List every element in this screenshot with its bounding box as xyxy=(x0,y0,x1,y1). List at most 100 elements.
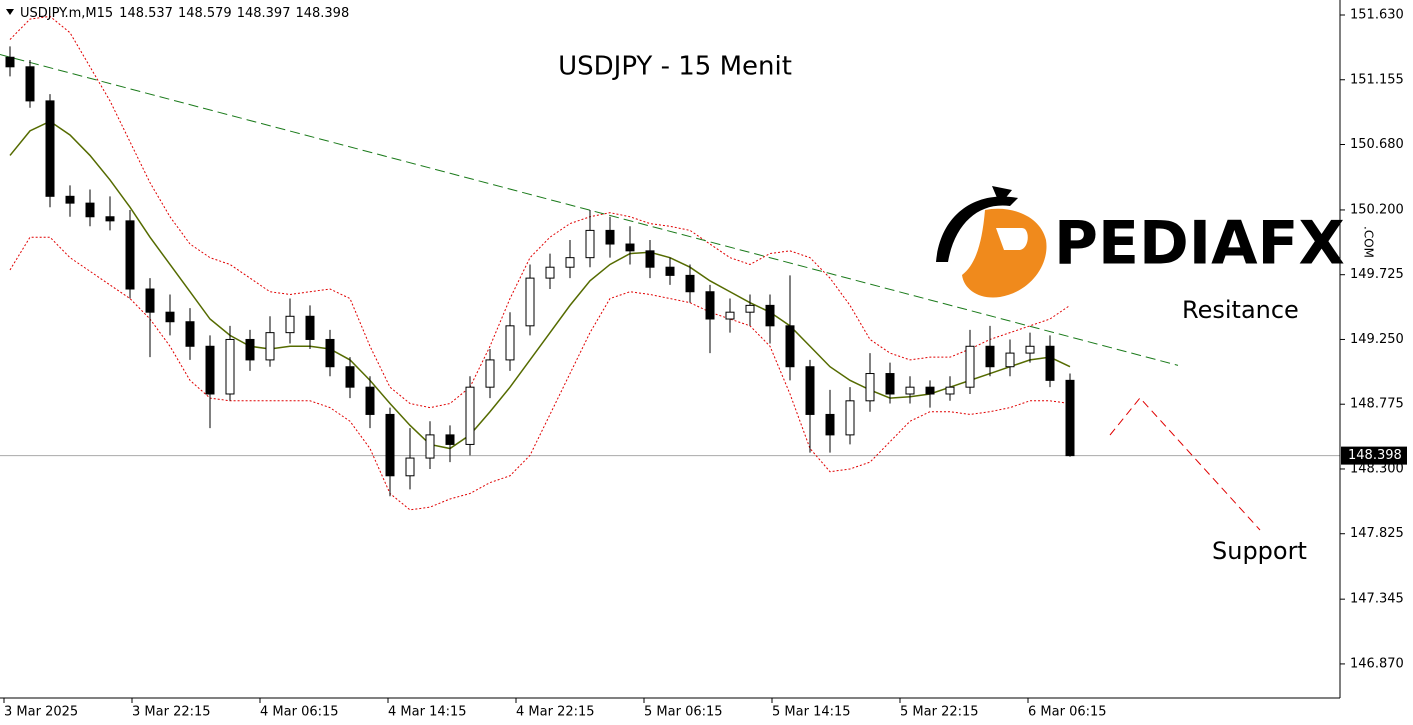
candle-body xyxy=(285,315,295,334)
candle-body xyxy=(665,266,675,276)
logo-mark-inner xyxy=(996,228,1028,250)
menu-arrow[interactable] xyxy=(6,9,14,15)
y-tick-label: 151.155 xyxy=(1350,72,1404,87)
candle-body xyxy=(145,288,155,313)
low: 148.397 xyxy=(237,6,291,21)
lower-band xyxy=(9,236,1071,511)
candle-body xyxy=(985,345,995,368)
candle-body xyxy=(465,386,475,445)
candle-body xyxy=(565,257,575,268)
candle-body xyxy=(25,66,35,102)
trendline xyxy=(0,54,1179,366)
x-tick-label: 4 Mar 14:15 xyxy=(388,705,467,720)
logo-swoosh xyxy=(936,196,1018,262)
x-tick-label: 5 Mar 06:15 xyxy=(644,705,723,720)
candle-body xyxy=(445,434,455,445)
candle-body xyxy=(385,413,395,477)
x-tick-label: 3 Mar 2025 xyxy=(4,705,78,720)
candle-body xyxy=(965,345,975,388)
moving-average xyxy=(9,120,1071,450)
candle-body xyxy=(825,413,835,436)
candle-body xyxy=(1005,352,1015,368)
candle-body xyxy=(785,325,795,368)
projection xyxy=(1109,397,1261,531)
logo-domain: .COM xyxy=(1362,226,1376,258)
candle-body xyxy=(105,216,115,222)
y-tick-label: 148.300 xyxy=(1350,461,1404,476)
resistance-label: Resitance xyxy=(1182,296,1299,324)
candle-body xyxy=(885,373,895,395)
logo-name: PEDIAFX xyxy=(1054,209,1345,279)
y-tick-label: 150.200 xyxy=(1350,202,1404,217)
plot xyxy=(0,15,1340,511)
candle-body xyxy=(845,400,855,436)
open: 148.537 xyxy=(119,6,173,21)
y-tick-label: 146.870 xyxy=(1350,656,1404,671)
y-tick-label: 151.630 xyxy=(1350,7,1404,22)
candle-body xyxy=(265,332,275,361)
candle-body xyxy=(325,338,335,368)
upper-band xyxy=(9,15,1071,409)
logo-spark xyxy=(992,186,1012,205)
support-label: Support xyxy=(1212,537,1307,565)
candle-body xyxy=(625,243,635,252)
candle-body xyxy=(1065,379,1075,457)
candle-body xyxy=(1025,345,1035,354)
candle-body xyxy=(1045,345,1055,381)
overlay xyxy=(1109,397,1261,531)
x-tick-label: 3 Mar 22:15 xyxy=(132,705,211,720)
candle-body xyxy=(645,250,655,268)
candle-body xyxy=(685,274,695,293)
candle-body xyxy=(945,386,955,395)
candle-body xyxy=(85,202,95,218)
candle-body xyxy=(765,304,775,327)
y-tick-label: 150.680 xyxy=(1350,137,1404,152)
current-price-box xyxy=(1341,446,1407,465)
candle-body xyxy=(5,56,15,68)
candle-body xyxy=(65,195,75,204)
candle-body xyxy=(725,311,735,320)
candle-body xyxy=(745,304,755,313)
candle-body xyxy=(345,366,355,388)
candle-body xyxy=(165,311,175,323)
candle-body xyxy=(505,325,515,361)
candle-body xyxy=(705,291,715,320)
candle-body xyxy=(305,315,315,340)
candle-body xyxy=(585,229,595,259)
candle-body xyxy=(125,220,135,290)
x-tick-label: 6 Mar 06:15 xyxy=(1028,705,1107,720)
y-tick-label: 148.775 xyxy=(1350,397,1404,412)
high: 148.579 xyxy=(178,6,232,21)
candle-body xyxy=(205,345,215,395)
symbol: USDJPY.m,M15 xyxy=(20,6,113,21)
header: USDJPY.m,M15 148.537 148.579 148.397 148.398 xyxy=(20,6,349,21)
candle-body xyxy=(365,386,375,415)
logo: PEDIAFX .COM xyxy=(936,186,1376,298)
x-tick-label: 5 Mar 14:15 xyxy=(772,705,851,720)
candle-body xyxy=(925,386,935,395)
candle-body xyxy=(545,266,555,279)
close: 148.398 xyxy=(295,6,349,21)
candle-body xyxy=(225,338,235,395)
candle-body xyxy=(425,434,435,459)
candle-body xyxy=(485,359,495,388)
y-tick-label: 147.345 xyxy=(1350,592,1404,607)
candle-body xyxy=(865,373,875,402)
x-tick-label: 5 Mar 22:15 xyxy=(900,705,979,720)
y-tick-label: 147.825 xyxy=(1350,526,1404,541)
candle-body xyxy=(805,366,815,415)
candle-body xyxy=(245,338,255,361)
candle-body xyxy=(405,457,415,477)
y-tick-label: 149.725 xyxy=(1350,267,1404,282)
current-price-label: 148.398 xyxy=(1348,448,1402,463)
candle-body xyxy=(45,100,55,197)
candle-body xyxy=(605,229,615,245)
candle-body xyxy=(185,321,195,347)
candle-body xyxy=(905,386,915,395)
candle-body xyxy=(525,277,535,327)
y-tick-label: 149.250 xyxy=(1350,332,1404,347)
x-tick-label: 4 Mar 22:15 xyxy=(516,705,595,720)
chart-title: USDJPY - 15 Menit xyxy=(558,52,792,82)
